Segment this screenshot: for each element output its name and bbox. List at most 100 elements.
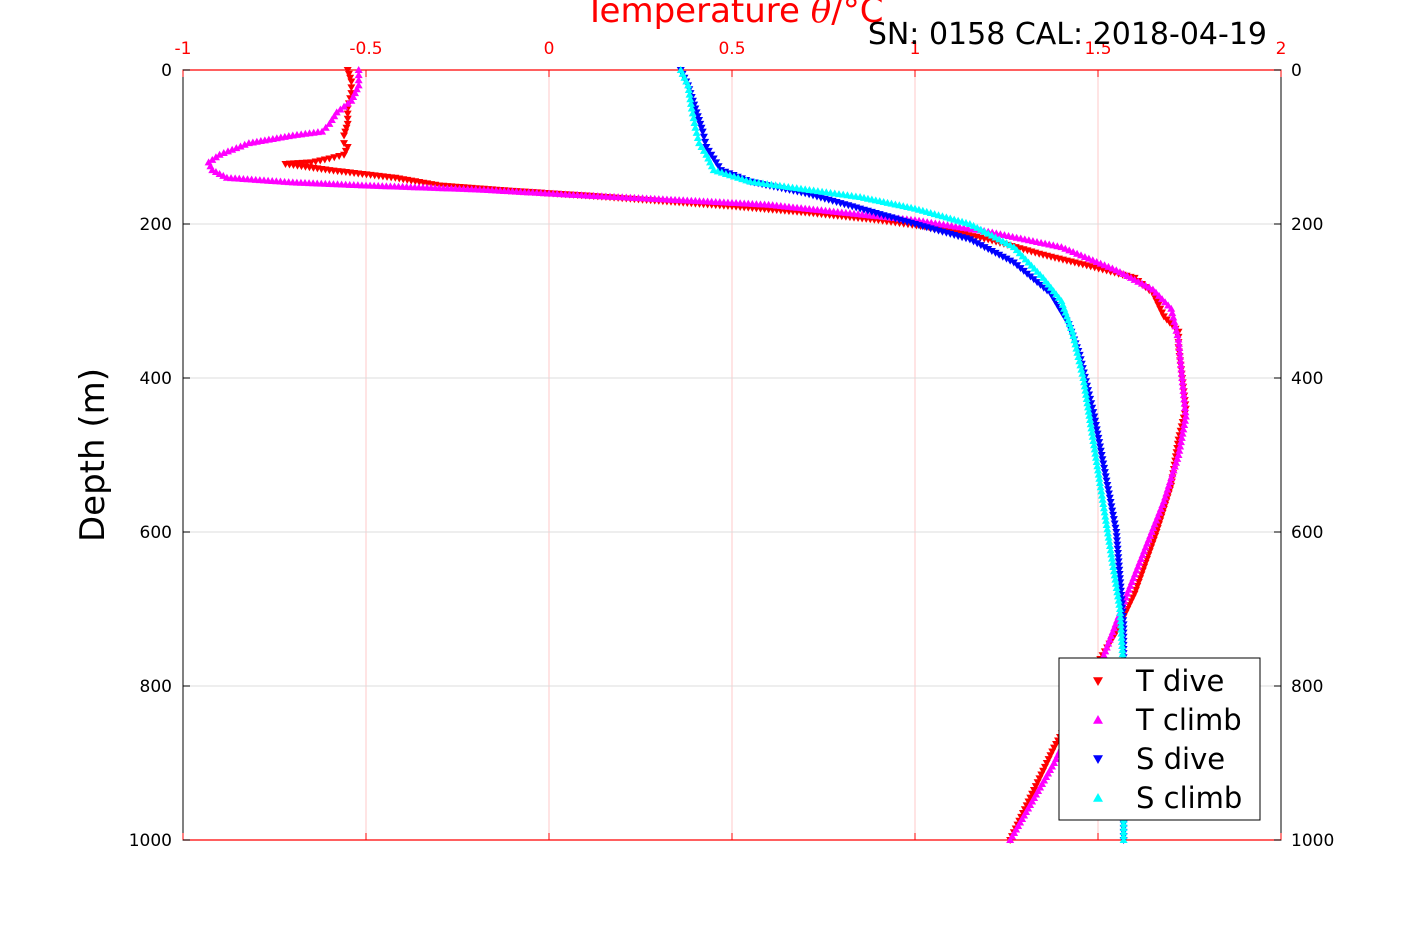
data-point	[1089, 437, 1098, 444]
data-point	[1178, 374, 1187, 381]
data-point	[1082, 390, 1091, 398]
data-point	[1101, 473, 1110, 481]
data-point	[1086, 416, 1095, 423]
data-point	[215, 150, 224, 158]
data-point	[697, 124, 706, 132]
data-point	[689, 114, 698, 122]
data-point	[1088, 428, 1097, 436]
data-point	[1070, 336, 1079, 344]
data-point	[1096, 443, 1105, 451]
data-point	[712, 159, 721, 167]
data-point	[1130, 590, 1139, 598]
data-point	[1119, 831, 1128, 839]
data-point	[1176, 438, 1185, 446]
data-point	[1156, 305, 1165, 313]
data-point	[1096, 483, 1105, 491]
data-point	[1105, 542, 1114, 549]
data-point	[1108, 507, 1117, 515]
data-point	[219, 149, 228, 157]
data-point	[1103, 529, 1112, 537]
data-point	[965, 236, 974, 244]
data-point	[1104, 486, 1113, 494]
data-point	[336, 105, 345, 113]
data-point	[1039, 767, 1048, 775]
data-point	[232, 144, 241, 152]
legend-label: S climb	[1136, 781, 1242, 815]
data-point	[1092, 458, 1101, 465]
data-point	[991, 249, 1000, 257]
data-point	[698, 128, 707, 136]
data-point	[1050, 744, 1059, 752]
x-tick-label: 0.5	[718, 39, 745, 59]
legend-marker	[1093, 677, 1103, 686]
legend-label: T dive	[1135, 664, 1224, 698]
data-point	[1114, 558, 1123, 566]
data-point	[1176, 356, 1185, 364]
legend-marker	[1093, 755, 1103, 764]
data-point	[691, 105, 700, 113]
data-point	[1102, 477, 1111, 485]
data-point	[1167, 304, 1176, 312]
data-point	[684, 81, 693, 89]
data-point	[1179, 425, 1188, 433]
data-point	[343, 115, 352, 123]
data-point	[343, 144, 352, 151]
data-point	[1114, 596, 1123, 604]
data-point	[984, 246, 993, 254]
data-point	[244, 139, 253, 147]
data-point	[1097, 487, 1106, 495]
data-point	[1108, 558, 1117, 566]
data-point	[1040, 763, 1049, 771]
data-point	[1175, 344, 1184, 352]
legend: T dive T climb S dive S climb	[1058, 657, 1261, 821]
data-point	[1089, 409, 1098, 417]
data-point	[1086, 420, 1095, 428]
data-point	[692, 128, 701, 136]
data-point	[236, 142, 245, 150]
data-point	[987, 247, 996, 255]
data-point	[1171, 322, 1180, 330]
data-point	[1112, 537, 1121, 545]
data-point	[684, 86, 693, 94]
y-tick-label-right: 0	[1291, 61, 1302, 81]
y-tick-label-right: 1000	[1291, 831, 1334, 851]
data-point	[1077, 365, 1086, 373]
data-point	[1075, 357, 1084, 365]
data-point	[1076, 361, 1085, 369]
data-point	[1105, 537, 1114, 545]
data-point	[704, 147, 713, 155]
data-point	[702, 144, 711, 151]
data-point	[223, 147, 232, 155]
chart-title: Temperature θ/°C	[584, 0, 884, 31]
data-point	[1181, 408, 1190, 416]
data-point	[341, 147, 350, 155]
data-point	[1113, 541, 1122, 549]
data-point	[211, 153, 220, 161]
data-point	[1119, 823, 1128, 831]
legend-marker	[1093, 715, 1103, 724]
data-point	[1042, 760, 1051, 767]
data-point	[1085, 411, 1094, 419]
data-point	[1099, 500, 1108, 507]
data-point	[1178, 378, 1187, 386]
data-point	[1107, 550, 1116, 558]
data-point	[208, 155, 217, 163]
data-point	[693, 134, 702, 142]
data-point	[1112, 529, 1121, 536]
data-point	[340, 140, 349, 148]
data-point	[1105, 494, 1114, 502]
data-point	[354, 71, 363, 79]
data-point	[1179, 386, 1188, 394]
data-point	[691, 123, 700, 131]
data-point	[1110, 520, 1119, 528]
data-point	[1031, 783, 1040, 791]
data-point	[1114, 554, 1123, 562]
data-point	[1104, 490, 1113, 498]
data-point	[1176, 361, 1185, 369]
data-point	[1109, 511, 1118, 519]
data-point	[1172, 326, 1181, 334]
data-point	[1079, 374, 1088, 381]
data-point	[1082, 395, 1091, 402]
data-point	[1116, 613, 1125, 621]
